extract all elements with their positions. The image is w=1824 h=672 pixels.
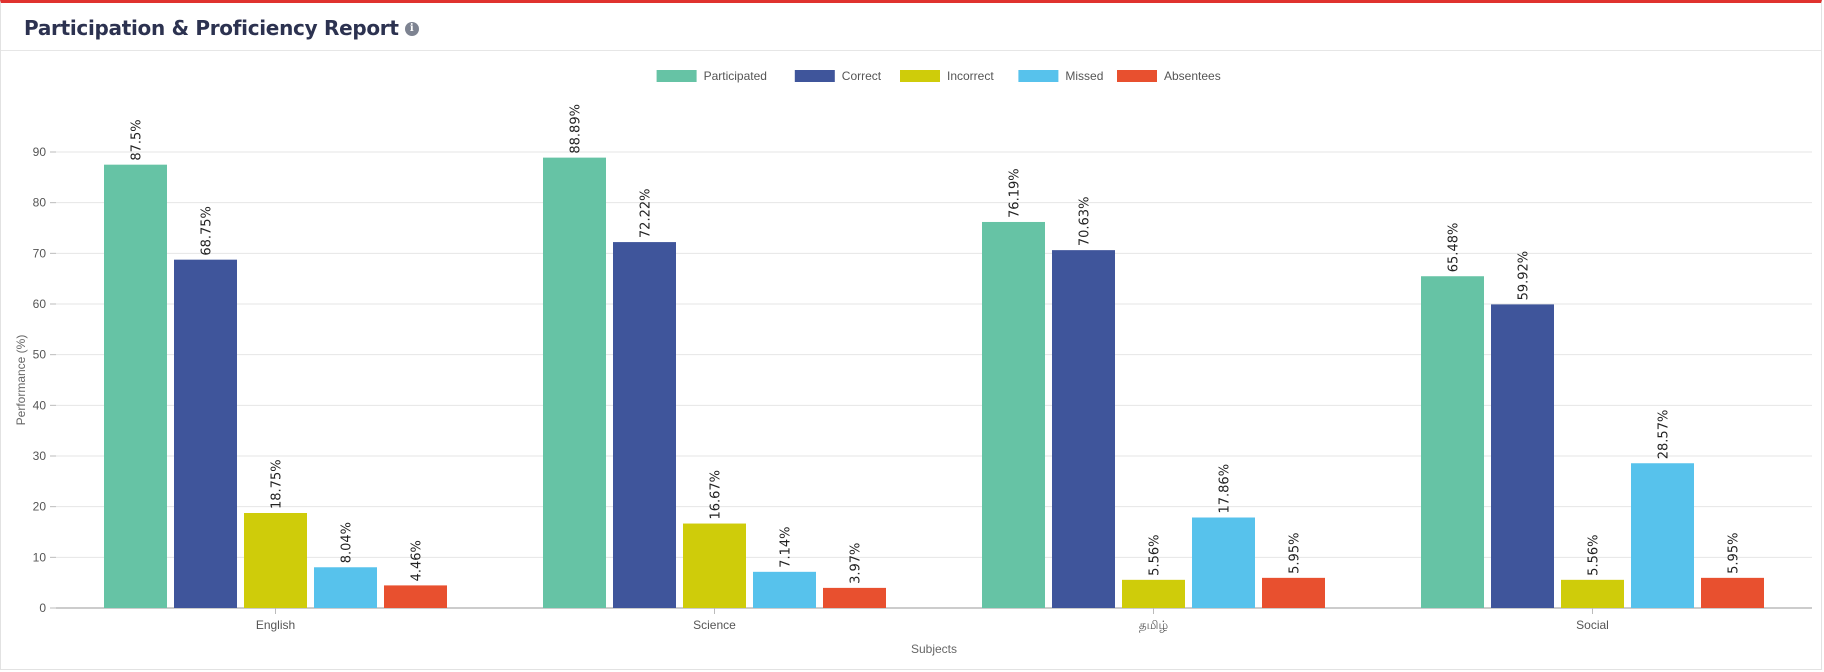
bar-participated[interactable]: [1421, 276, 1484, 608]
bar-correct[interactable]: [174, 259, 237, 608]
data-label: 4.46%: [410, 540, 425, 581]
x-axis: English Science தமிழ் Social: [256, 608, 1609, 632]
data-label: 3.97%: [849, 543, 864, 584]
bar-absentees[interactable]: [384, 585, 447, 608]
data-label: 18.75%: [270, 459, 285, 509]
bar-missed[interactable]: [1192, 517, 1255, 608]
bar-absentees[interactable]: [1262, 577, 1325, 608]
y-tick-label: 20: [33, 500, 47, 514]
data-label: 72.22%: [639, 189, 654, 239]
panel-header: Participation & Proficiency Report i: [1, 3, 1821, 51]
data-label: 28.57%: [1657, 410, 1672, 460]
legend-label-correct[interactable]: Correct: [842, 69, 882, 83]
data-label: 65.48%: [1447, 223, 1462, 273]
bar-incorrect[interactable]: [1561, 579, 1624, 608]
data-label: 5.95%: [1288, 533, 1303, 574]
y-axis-title: Performance (%): [14, 335, 28, 426]
data-labels: 87.5% 68.75% 18.75% 8.04% 4.46% 88.89% 72.22% 1…: [130, 104, 1742, 584]
y-tick-label: 40: [33, 398, 47, 412]
y-axis: 0 10 20 30 40 50 60 70 80 90: [33, 145, 56, 615]
bar-missed[interactable]: [753, 571, 816, 608]
bar-missed[interactable]: [1631, 463, 1694, 608]
data-label: 5.56%: [1148, 535, 1163, 576]
x-tick-label: Social: [1576, 618, 1609, 632]
bar-missed[interactable]: [314, 567, 377, 608]
page-title: Participation & Proficiency Report i: [24, 16, 419, 40]
legend-swatch-correct[interactable]: [794, 70, 835, 82]
legend: Participated Correct Incorrect Missed Absent…: [656, 69, 1221, 83]
bar-absentees[interactable]: [1701, 577, 1764, 608]
data-label: 88.89%: [569, 104, 584, 154]
y-tick-label: 50: [33, 348, 47, 362]
bar-participated[interactable]: [104, 164, 167, 608]
legend-label-absentees[interactable]: Absentees: [1164, 69, 1221, 83]
data-label: 5.95%: [1727, 533, 1742, 574]
x-tick-label: English: [256, 618, 295, 632]
bar-incorrect[interactable]: [683, 523, 746, 608]
legend-label-missed[interactable]: Missed: [1065, 69, 1103, 83]
legend-swatch-participated[interactable]: [656, 70, 697, 82]
y-tick-label: 60: [33, 297, 47, 311]
data-label: 5.56%: [1587, 535, 1602, 576]
legend-label-participated[interactable]: Participated: [704, 69, 767, 83]
x-tick-label: தமிழ்: [1139, 618, 1168, 632]
legend-swatch-incorrect[interactable]: [900, 70, 940, 82]
bar-correct[interactable]: [1052, 250, 1115, 608]
data-label: 7.14%: [779, 527, 794, 568]
y-tick-label: 0: [39, 601, 46, 615]
y-tick-label: 90: [33, 145, 47, 159]
bar-correct[interactable]: [1491, 304, 1554, 608]
bars: [104, 157, 1764, 608]
x-tick-label: Science: [693, 618, 736, 632]
legend-label-incorrect[interactable]: Incorrect: [947, 69, 994, 83]
data-label: 70.63%: [1078, 197, 1093, 247]
data-label: 76.19%: [1008, 168, 1023, 218]
y-tick-label: 30: [33, 449, 47, 463]
data-label: 87.5%: [130, 119, 145, 160]
legend-swatch-missed[interactable]: [1018, 70, 1059, 82]
data-label: 59.92%: [1517, 251, 1532, 301]
bar-incorrect[interactable]: [244, 513, 307, 608]
bar-participated[interactable]: [982, 221, 1045, 608]
legend-swatch-absentees[interactable]: [1117, 70, 1157, 82]
page-title-text: Participation & Proficiency Report: [24, 16, 399, 40]
y-tick-label: 70: [33, 246, 47, 260]
data-label: 8.04%: [340, 522, 355, 563]
y-tick-label: 10: [33, 550, 47, 564]
data-label: 68.75%: [200, 206, 215, 256]
info-icon[interactable]: i: [404, 21, 419, 36]
data-label: 17.86%: [1218, 464, 1233, 514]
bar-correct[interactable]: [613, 242, 676, 608]
data-label: 16.67%: [709, 470, 724, 520]
y-tick-label: 80: [33, 196, 47, 210]
bar-incorrect[interactable]: [1122, 579, 1185, 608]
bar-participated[interactable]: [543, 157, 606, 608]
bar-absentees[interactable]: [823, 587, 886, 608]
x-axis-title: Subjects: [911, 642, 957, 656]
